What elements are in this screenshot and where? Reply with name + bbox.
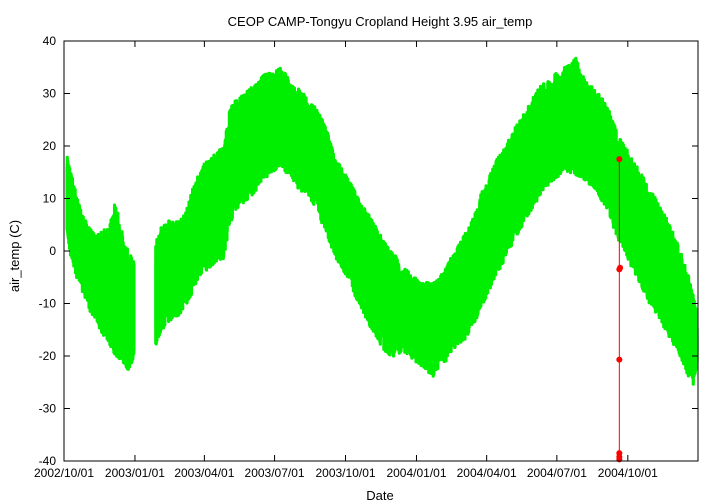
y-tick-label-6: 20 [43, 139, 57, 153]
y-tick-label-7: 30 [43, 87, 57, 101]
plot-frame [63, 40, 699, 462]
chart-title: CEOP CAMP-Tongyu Cropland Height 3.95 ai… [228, 14, 533, 29]
x-tick-label-7: 2004/07/01 [527, 466, 587, 480]
x-axis-label: Date [366, 488, 393, 503]
outlier-point-5 [616, 456, 623, 463]
plot-area [65, 56, 699, 463]
y-tick-label-3: -10 [39, 297, 57, 311]
y-tick-label-2: -20 [39, 349, 57, 363]
x-tick-label-1: 2003/01/01 [105, 466, 165, 480]
series-outliers [616, 156, 624, 463]
y-tick-label-5: 10 [43, 192, 57, 206]
y-tick-label-8: 40 [43, 34, 57, 48]
x-tick-label-3: 2003/07/01 [245, 466, 305, 480]
outlier-point-0 [616, 156, 623, 163]
outlier-point-6 [617, 264, 624, 271]
outlier-point-2 [616, 356, 623, 363]
y-tick-label-1: -30 [39, 402, 57, 416]
x-tick-label-6: 2004/04/01 [457, 466, 517, 480]
axis-ticks: -40 -30 -20 -10 0 10 20 30 40 2002/10/01 2003/01/0… [34, 34, 698, 480]
series-air-temp-segment-0 [65, 155, 136, 371]
x-tick-label-8: 2004/10/01 [598, 466, 658, 480]
y-axis-label: air_temp (C) [7, 220, 22, 292]
y-tick-label-0: -40 [39, 454, 57, 468]
x-tick-label-5: 2004/01/01 [386, 466, 446, 480]
x-tick-label-0: 2002/10/01 [34, 466, 94, 480]
series-air-temp-segment-1 [154, 56, 699, 386]
x-tick-label-4: 2003/10/01 [315, 466, 375, 480]
y-tick-label-4: 0 [49, 244, 56, 258]
x-tick-label-2: 2003/04/01 [174, 466, 234, 480]
